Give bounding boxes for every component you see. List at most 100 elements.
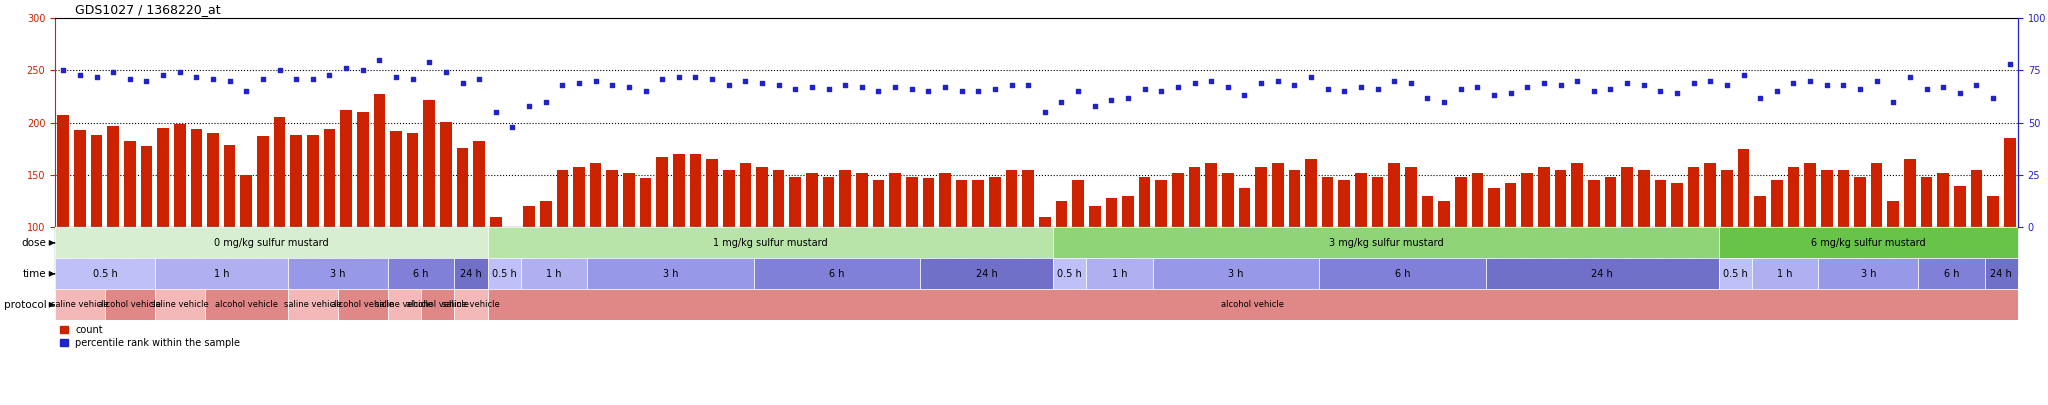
Bar <box>1339 180 1350 228</box>
Text: 24 h: 24 h <box>1591 269 1614 279</box>
Text: alcohol vehicle: alcohol vehicle <box>332 300 395 309</box>
Bar <box>1468 228 1485 275</box>
Point <box>1876 98 1909 105</box>
Point <box>1927 84 1960 90</box>
Point <box>1911 86 1944 92</box>
Point <box>1561 78 1593 84</box>
Bar <box>1636 228 1653 275</box>
Bar <box>721 228 737 275</box>
Bar <box>922 178 934 228</box>
Point <box>47 67 80 74</box>
Point <box>846 84 879 90</box>
Text: alcohol vehicle: alcohol vehicle <box>98 300 162 309</box>
Bar <box>756 167 768 228</box>
Bar <box>1137 228 1153 275</box>
Bar <box>1073 180 1083 228</box>
Bar <box>1905 160 1915 228</box>
Bar <box>2001 228 2017 275</box>
Bar <box>90 135 102 228</box>
Point <box>197 75 229 82</box>
Point <box>1278 82 1311 88</box>
Bar <box>1837 170 1849 228</box>
Bar <box>1253 228 1270 275</box>
Point <box>778 86 811 92</box>
Text: alcohol vehicle: alcohol vehicle <box>406 300 469 309</box>
Point <box>446 80 479 86</box>
Bar <box>1386 228 1403 275</box>
Point <box>180 73 213 80</box>
Bar <box>289 258 387 289</box>
Bar <box>1055 201 1067 228</box>
Bar <box>1085 258 1153 289</box>
Bar <box>72 228 88 275</box>
Bar <box>156 289 205 320</box>
Text: 3 h: 3 h <box>330 269 346 279</box>
Bar <box>1819 228 1835 275</box>
Bar <box>455 289 487 320</box>
Point <box>346 67 379 74</box>
Bar <box>1737 149 1749 228</box>
Bar <box>1053 228 1069 275</box>
Bar <box>1403 228 1419 275</box>
Point <box>680 73 713 80</box>
Bar <box>1120 228 1137 275</box>
Bar <box>1786 228 1802 275</box>
Bar <box>487 258 520 289</box>
Bar <box>455 228 471 275</box>
Bar <box>504 228 520 275</box>
Point <box>528 98 561 105</box>
Bar <box>723 170 735 228</box>
Point <box>745 80 778 86</box>
Point <box>1311 86 1343 92</box>
Bar <box>1356 173 1366 228</box>
Point <box>563 80 596 86</box>
Bar <box>838 228 854 275</box>
Bar <box>1921 177 1933 228</box>
Bar <box>471 228 487 275</box>
Bar <box>307 135 319 228</box>
Bar <box>707 160 719 228</box>
Bar <box>1985 228 2001 275</box>
Bar <box>121 228 137 275</box>
Bar <box>903 228 920 275</box>
Bar <box>1751 228 1769 275</box>
Bar <box>541 201 551 228</box>
Bar <box>422 289 455 320</box>
Point <box>1944 90 1976 97</box>
Bar <box>1571 162 1583 228</box>
Bar <box>1718 258 1751 289</box>
Bar <box>1772 180 1782 228</box>
Text: 0.5 h: 0.5 h <box>1057 269 1081 279</box>
Point <box>1096 96 1128 103</box>
Bar <box>1669 228 1686 275</box>
Bar <box>422 228 438 275</box>
Point <box>1743 94 1776 101</box>
Point <box>1460 84 1493 90</box>
Bar <box>1870 162 1882 228</box>
Bar <box>1104 228 1120 275</box>
Point <box>131 78 164 84</box>
Bar <box>823 177 834 228</box>
Bar <box>457 148 469 228</box>
Point <box>1843 86 1876 92</box>
Bar <box>1239 188 1249 228</box>
Bar <box>1751 258 1819 289</box>
Point <box>895 86 928 92</box>
Bar <box>1219 228 1237 275</box>
Point <box>1544 82 1577 88</box>
Bar <box>424 100 434 228</box>
Point <box>1145 88 1178 94</box>
Bar <box>1718 228 2017 258</box>
Bar <box>1552 228 1569 275</box>
Text: dose: dose <box>23 238 47 248</box>
Bar <box>803 228 821 275</box>
Bar <box>537 228 555 275</box>
Bar <box>1602 228 1618 275</box>
Bar <box>1618 228 1636 275</box>
Text: saline vehicle: saline vehicle <box>152 300 209 309</box>
Point <box>414 59 446 65</box>
Bar <box>1090 207 1100 228</box>
Point <box>1378 78 1411 84</box>
Point <box>1229 92 1262 99</box>
Bar <box>403 228 422 275</box>
